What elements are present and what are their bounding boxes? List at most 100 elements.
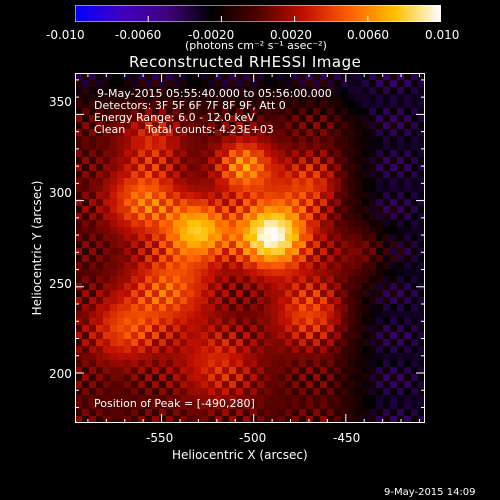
heatmap-cell [222,143,230,151]
heatmap-cell [327,171,335,179]
heatmap-cell [194,227,202,235]
x-tick-label: -450 [333,431,361,445]
heatmap-cell [89,416,97,423]
heatmap-cell [138,171,146,179]
heatmap-cell [243,122,251,130]
heatmap-cell [236,409,244,417]
heatmap-cell [222,367,230,375]
heatmap-cell [369,234,377,242]
heatmap-cell [131,101,139,109]
heatmap-cell [173,269,181,277]
heatmap-cell [173,262,181,270]
heatmap-cell [222,108,230,116]
heatmap-cell [110,402,118,410]
heatmap-cell [383,402,391,410]
heatmap-cell [278,325,286,333]
heatmap-cell [117,115,125,123]
timestamp: 9-May-2015 14:09 [384,487,476,498]
heatmap-cell [404,178,412,186]
heatmap-cell [306,325,314,333]
heatmap-cell [166,360,174,368]
heatmap-cell [285,199,293,207]
heatmap-cell [306,416,314,423]
heatmap-cell [348,318,356,326]
heatmap-cell [138,290,146,298]
heatmap-cell [131,395,139,403]
heatmap-cell [103,325,111,333]
heatmap-cell [327,388,335,396]
heatmap-cell [229,402,237,410]
heatmap-cell [306,360,314,368]
heatmap-cell [257,122,265,130]
heatmap-cell [404,199,412,207]
heatmap-cell [397,381,405,389]
heatmap-cell [313,346,321,354]
heatmap-cell [383,234,391,242]
heatmap-cell [180,325,188,333]
heatmap-cell [96,171,104,179]
heatmap-cell [96,213,104,221]
heatmap-cell [327,255,335,263]
heatmap-cell [187,115,195,123]
heatmap-cell [271,409,279,417]
heatmap-cell [313,283,321,291]
heatmap-cell [110,220,118,228]
heatmap-cell [166,157,174,165]
heatmap-cell [327,122,335,130]
heatmap-cell [194,164,202,172]
heatmap-cell [166,276,174,284]
heatmap-cell [355,248,363,256]
heatmap-cell [138,255,146,263]
heatmap-cell [334,143,342,151]
heatmap-cell [404,262,412,270]
heatmap-cell [180,164,188,172]
heatmap-cell [278,129,286,137]
heatmap-cell [215,94,223,102]
heatmap-cell [201,241,209,249]
heatmap-cell [166,241,174,249]
heatmap-cell [75,346,83,354]
heatmap-cell [411,80,419,88]
heatmap-cell [215,381,223,389]
heatmap-cell [103,402,111,410]
heatmap-cell [194,290,202,298]
heatmap-cell [285,108,293,116]
heatmap-cell [376,164,384,172]
heatmap-cell [334,73,342,81]
heatmap-cell [341,262,349,270]
heatmap-cell [215,318,223,326]
heatmap-cell [264,269,272,277]
heatmap-cell [341,157,349,165]
heatmap-cell [243,388,251,396]
heatmap-cell [89,143,97,151]
heatmap-cell [390,143,398,151]
heatmap-cell [264,185,272,193]
heatmap-cell [271,227,279,235]
heatmap-cell [96,80,104,88]
heatmap-cell [187,248,195,256]
heatmap-cell [418,332,425,340]
heatmap-cell [390,318,398,326]
heatmap-cell [327,213,335,221]
heatmap-cell [383,318,391,326]
heatmap-cell [376,255,384,263]
heatmap-cell [222,325,230,333]
heatmap-cell [278,402,286,410]
heatmap-cell [404,374,412,382]
heatmap-cell [362,318,370,326]
heatmap-cell [397,311,405,319]
heatmap-cell [180,360,188,368]
heatmap-cell [264,213,272,221]
heatmap-cell [264,311,272,319]
heatmap-cell [152,416,160,423]
heatmap-cell [257,374,265,382]
heatmap-cell [313,304,321,312]
heatmap-cell [285,269,293,277]
heatmap-cell [243,150,251,158]
heatmap-cell [96,409,104,417]
heatmap-cell [82,262,90,270]
heatmap-cell [278,255,286,263]
heatmap-cell [152,353,160,361]
heatmap-cell [383,339,391,347]
heatmap-cell [82,318,90,326]
